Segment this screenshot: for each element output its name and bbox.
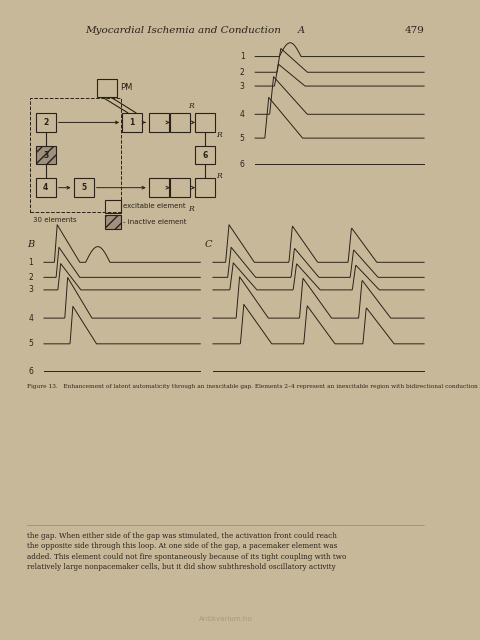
Text: 2: 2: [240, 68, 245, 77]
Text: Figure 13.   Enhancement of latent automaticity through an inexcitable gap. Elem: Figure 13. Enhancement of latent automat…: [27, 384, 480, 389]
Text: R: R: [188, 205, 194, 212]
Text: 6: 6: [240, 160, 245, 169]
Text: 1: 1: [29, 258, 34, 267]
Text: Antikvarium.hu: Antikvarium.hu: [199, 616, 252, 622]
Bar: [195, 146, 216, 164]
Text: 2: 2: [43, 118, 48, 127]
Bar: [36, 146, 56, 164]
Text: - inactive element: - inactive element: [123, 219, 186, 225]
Text: 3: 3: [43, 150, 48, 159]
Text: 6: 6: [28, 367, 34, 376]
Bar: [195, 179, 216, 197]
Text: Myocardial Ischemia and Conduction: Myocardial Ischemia and Conduction: [85, 26, 281, 35]
Text: R: R: [216, 131, 222, 140]
Bar: [122, 113, 143, 132]
Text: C: C: [204, 240, 212, 249]
Text: 4: 4: [28, 314, 34, 323]
Text: 1: 1: [130, 118, 135, 127]
Text: 5: 5: [28, 339, 34, 348]
Text: 5: 5: [240, 134, 245, 143]
Text: 3: 3: [240, 81, 245, 90]
Text: PM: PM: [120, 83, 133, 92]
Bar: [36, 179, 56, 197]
Text: 3: 3: [28, 285, 34, 294]
Text: R: R: [188, 102, 194, 110]
Text: B: B: [27, 240, 34, 249]
Bar: [170, 113, 190, 132]
Text: 479: 479: [404, 26, 424, 35]
Bar: [149, 113, 169, 132]
Text: 1: 1: [240, 52, 245, 61]
Bar: [105, 200, 121, 213]
Text: A: A: [298, 26, 305, 35]
Bar: [170, 179, 190, 197]
Bar: [36, 113, 56, 132]
Text: 4: 4: [43, 183, 48, 192]
Bar: [149, 179, 169, 197]
Text: R: R: [216, 172, 222, 180]
Text: 5: 5: [81, 183, 86, 192]
Bar: [195, 113, 216, 132]
Bar: [73, 179, 94, 197]
Text: 4: 4: [240, 110, 245, 119]
Bar: [30, 98, 121, 212]
Text: excitable element: excitable element: [123, 204, 186, 209]
Text: 2: 2: [29, 273, 34, 282]
Text: 30 elements: 30 elements: [33, 216, 76, 223]
Text: the gap. When either side of the gap was stimulated, the activation front could : the gap. When either side of the gap was…: [27, 532, 347, 571]
Text: 6: 6: [203, 150, 208, 159]
Bar: [105, 215, 121, 229]
Bar: [97, 79, 117, 97]
